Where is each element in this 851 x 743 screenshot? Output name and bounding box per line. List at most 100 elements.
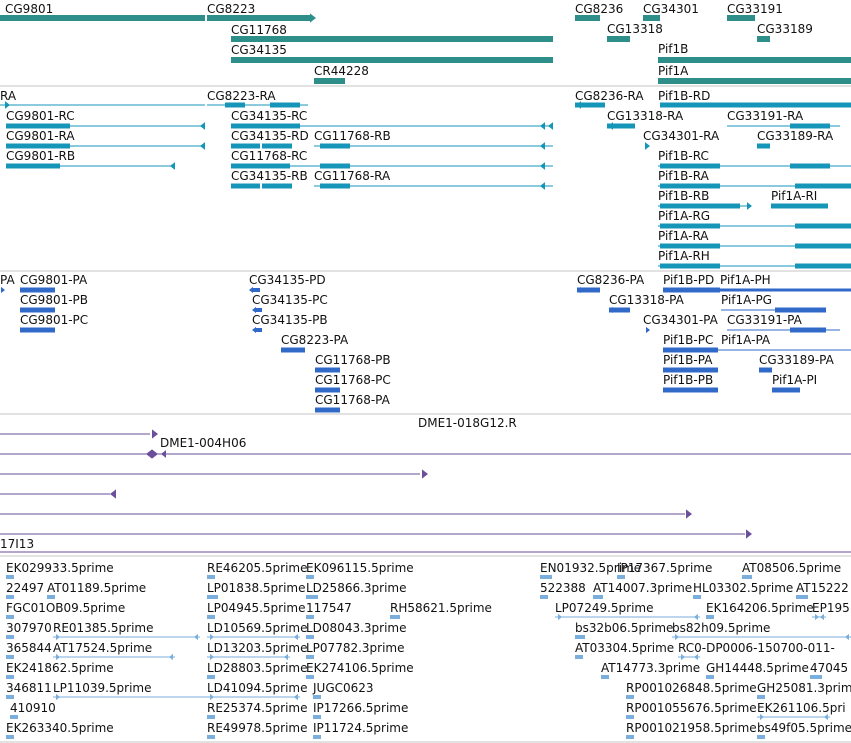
feature-block[interactable] bbox=[757, 695, 765, 699]
feature-block[interactable] bbox=[47, 595, 55, 599]
feature-block[interactable] bbox=[390, 615, 400, 619]
feature-block[interactable] bbox=[315, 367, 340, 373]
feature-block[interactable] bbox=[720, 288, 851, 292]
feature-block[interactable] bbox=[320, 143, 350, 149]
feature-block[interactable] bbox=[231, 183, 260, 189]
feature-block[interactable] bbox=[320, 183, 350, 189]
feature-block[interactable] bbox=[20, 287, 55, 293]
feature-block[interactable] bbox=[575, 102, 605, 108]
feature-block[interactable] bbox=[771, 203, 828, 209]
feature-block[interactable] bbox=[593, 595, 603, 599]
feature-block[interactable] bbox=[231, 163, 290, 169]
feature-block[interactable] bbox=[207, 675, 215, 679]
feature-block[interactable] bbox=[796, 595, 808, 599]
feature-block[interactable] bbox=[20, 327, 55, 333]
feature-block[interactable] bbox=[6, 635, 14, 639]
feature-block[interactable] bbox=[643, 15, 660, 21]
feature-block[interactable] bbox=[810, 675, 822, 679]
feature-block[interactable] bbox=[10, 715, 18, 719]
feature-block[interactable] bbox=[790, 123, 830, 129]
feature-block[interactable] bbox=[0, 15, 205, 21]
feature-block[interactable] bbox=[313, 715, 321, 719]
feature-block[interactable] bbox=[306, 575, 314, 579]
feature-block[interactable] bbox=[757, 735, 765, 739]
feature-block[interactable] bbox=[252, 288, 260, 292]
feature-block[interactable] bbox=[607, 36, 630, 42]
feature-block[interactable] bbox=[315, 387, 340, 393]
feature-block[interactable] bbox=[306, 675, 314, 679]
feature-block[interactable] bbox=[663, 367, 718, 373]
feature-block[interactable] bbox=[609, 307, 630, 313]
feature-block[interactable] bbox=[6, 655, 14, 659]
feature-block[interactable] bbox=[6, 123, 70, 129]
feature-block[interactable] bbox=[320, 163, 350, 169]
feature-block[interactable] bbox=[759, 367, 772, 373]
feature-block[interactable] bbox=[742, 575, 752, 579]
feature-block[interactable] bbox=[231, 36, 553, 42]
feature-block[interactable] bbox=[660, 223, 720, 229]
feature-block[interactable] bbox=[262, 183, 292, 189]
feature-block[interactable] bbox=[577, 287, 600, 293]
feature-block[interactable] bbox=[790, 163, 830, 169]
feature-block[interactable] bbox=[256, 328, 262, 332]
feature-block[interactable] bbox=[795, 263, 851, 269]
feature-block[interactable] bbox=[231, 123, 300, 129]
feature-block[interactable] bbox=[626, 715, 634, 719]
feature-block[interactable] bbox=[795, 243, 851, 249]
feature-block[interactable] bbox=[658, 57, 851, 63]
feature-block[interactable] bbox=[6, 143, 70, 149]
feature-block[interactable] bbox=[6, 675, 14, 679]
feature-block[interactable] bbox=[207, 595, 218, 599]
feature-block[interactable] bbox=[663, 287, 720, 293]
feature-block[interactable] bbox=[693, 595, 701, 599]
feature-block[interactable] bbox=[607, 123, 635, 129]
feature-block[interactable] bbox=[700, 102, 760, 108]
feature-block[interactable] bbox=[306, 655, 314, 659]
feature-block[interactable] bbox=[6, 575, 14, 579]
feature-block[interactable] bbox=[6, 615, 14, 619]
feature-block[interactable] bbox=[663, 347, 718, 353]
feature-block[interactable] bbox=[658, 78, 851, 84]
feature-block[interactable] bbox=[757, 36, 770, 42]
feature-block[interactable] bbox=[314, 78, 345, 84]
feature-block[interactable] bbox=[772, 387, 800, 393]
feature-block[interactable] bbox=[231, 143, 260, 149]
feature-block[interactable] bbox=[601, 675, 609, 679]
feature-block[interactable] bbox=[660, 243, 720, 249]
feature-block[interactable] bbox=[306, 615, 314, 619]
feature-block[interactable] bbox=[306, 595, 318, 599]
feature-block[interactable] bbox=[207, 15, 310, 21]
feature-block[interactable] bbox=[660, 183, 720, 189]
feature-block[interactable] bbox=[6, 735, 14, 739]
feature-block[interactable] bbox=[207, 615, 215, 619]
feature-block[interactable] bbox=[706, 675, 714, 679]
feature-block[interactable] bbox=[306, 635, 314, 639]
feature-block[interactable] bbox=[225, 102, 245, 108]
feature-block[interactable] bbox=[540, 575, 552, 579]
feature-block[interactable] bbox=[540, 595, 548, 599]
feature-block[interactable] bbox=[231, 57, 553, 63]
feature-block[interactable] bbox=[706, 615, 714, 619]
feature-block[interactable] bbox=[313, 735, 321, 739]
feature-block[interactable] bbox=[6, 163, 60, 169]
feature-block[interactable] bbox=[20, 307, 55, 313]
feature-block[interactable] bbox=[315, 407, 340, 413]
feature-block[interactable] bbox=[256, 308, 262, 312]
feature-block[interactable] bbox=[270, 102, 300, 108]
feature-block[interactable] bbox=[626, 735, 634, 739]
feature-block[interactable] bbox=[790, 327, 826, 333]
feature-block[interactable] bbox=[262, 143, 292, 149]
feature-block[interactable] bbox=[727, 15, 755, 21]
feature-block[interactable] bbox=[313, 695, 321, 699]
feature-block[interactable] bbox=[660, 203, 740, 209]
feature-block[interactable] bbox=[617, 575, 625, 579]
feature-block[interactable] bbox=[795, 183, 851, 189]
feature-block[interactable] bbox=[281, 347, 305, 353]
feature-block[interactable] bbox=[660, 263, 720, 269]
feature-block[interactable] bbox=[6, 595, 14, 599]
feature-block[interactable] bbox=[663, 387, 718, 393]
feature-block[interactable] bbox=[660, 163, 720, 169]
feature-block[interactable] bbox=[6, 695, 14, 699]
